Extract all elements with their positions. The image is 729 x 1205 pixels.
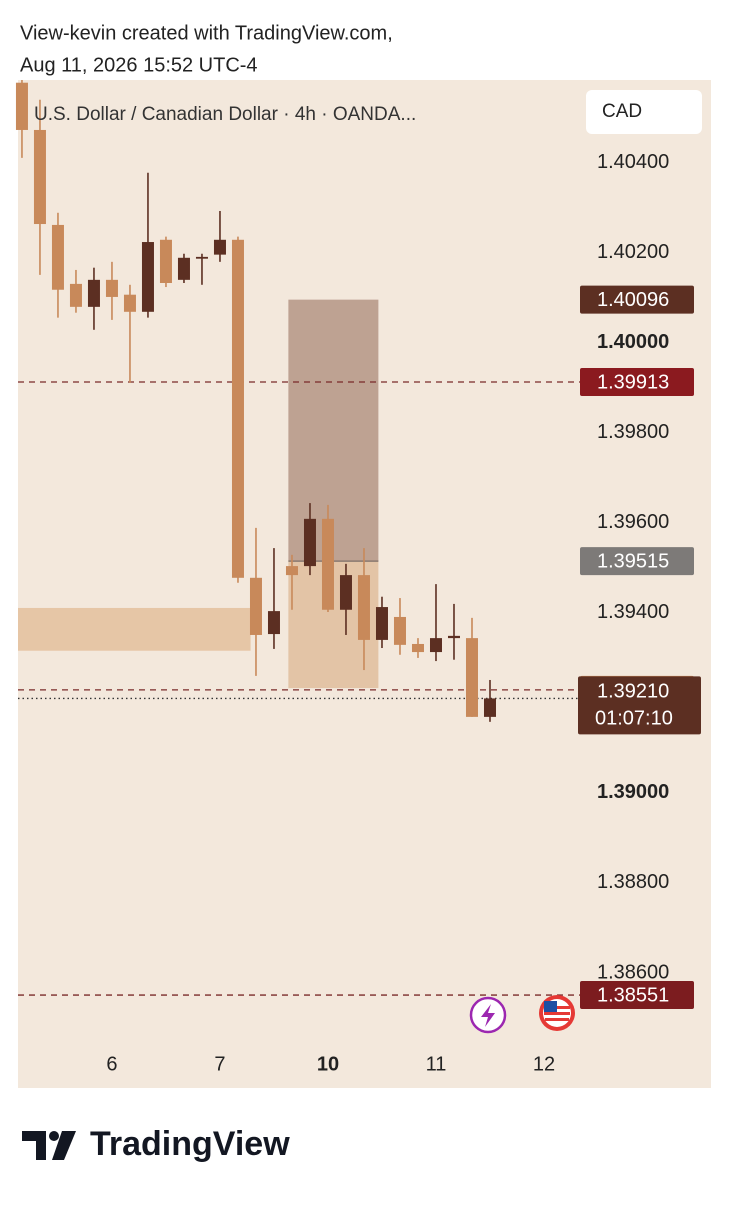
y-tick-label: 1.39000 — [597, 781, 669, 803]
candle-body — [33, 129, 46, 225]
price-tag-label: 1.40096 — [597, 289, 669, 311]
candle-body — [375, 607, 388, 640]
candle-body — [231, 239, 244, 578]
y-tick-label: 1.39600 — [597, 511, 669, 533]
x-tick-label: 11 — [426, 1053, 447, 1075]
candle-body — [321, 518, 334, 610]
y-tick-label: 1.39800 — [597, 421, 669, 443]
price-tag — [580, 547, 694, 576]
candle-body — [447, 635, 460, 639]
candle-body — [195, 256, 208, 259]
countdown: 01:07:10 — [595, 708, 673, 730]
price-tag — [578, 676, 701, 735]
candle-body — [141, 242, 154, 312]
candle-body — [411, 643, 424, 653]
candle-body — [465, 638, 478, 717]
currency[interactable]: CAD — [602, 101, 642, 122]
candle-body — [429, 638, 442, 653]
x-tick-label: 7 — [214, 1053, 225, 1075]
x-tick-label: 12 — [533, 1053, 555, 1075]
candle-body — [267, 611, 280, 635]
brand-logo — [22, 1131, 76, 1160]
brand-name: TradingView — [90, 1125, 290, 1163]
candle-body — [249, 577, 262, 635]
candle-body — [177, 257, 190, 280]
candle-body — [213, 239, 226, 255]
y-tick-label: 1.39400 — [597, 601, 669, 623]
x-tick-label: 6 — [106, 1053, 117, 1075]
zone — [18, 607, 251, 651]
candle-body — [87, 279, 100, 307]
price-tag — [580, 368, 694, 397]
candle-body — [357, 575, 370, 640]
candle-body — [393, 616, 406, 645]
y-tick-label: 1.40400 — [597, 151, 669, 173]
currency-button[interactable] — [586, 90, 702, 134]
candle-body — [159, 239, 172, 283]
price-tag-label: 1.39210 — [597, 681, 669, 703]
y-tick-label: 1.40000 — [597, 331, 669, 353]
price-tag — [580, 285, 694, 314]
candle-body — [483, 698, 496, 717]
y-tick-label: 1.40200 — [597, 241, 669, 263]
plot — [15, 80, 580, 996]
us-flag-icon[interactable] — [539, 995, 575, 1031]
symbol-title: U.S. Dollar / Canadian Dollar · 4h · OAN… — [34, 104, 416, 125]
price-tag-label: 1.39913 — [597, 371, 669, 393]
x-tick-label: 10 — [317, 1053, 339, 1075]
candle-body — [303, 518, 316, 567]
price-tag-label: 1.38551 — [597, 984, 669, 1006]
candle-body — [123, 294, 136, 312]
timestamp: Aug 11, 2026 15:52 UTC-4 — [20, 54, 258, 76]
candle-body — [15, 82, 28, 130]
candle-body — [339, 575, 352, 610]
y-tick-label: 1.38800 — [597, 871, 669, 893]
event-icon[interactable] — [469, 996, 507, 1034]
author-line: View-kevin created with TradingView.com, — [20, 22, 393, 44]
position-risk — [288, 299, 379, 562]
candle-body — [69, 283, 82, 307]
price-tag-label: 1.39515 — [597, 550, 669, 572]
candle-body — [51, 224, 64, 290]
candle-body — [285, 566, 298, 576]
y-tick-label: 1.38600 — [597, 961, 669, 983]
price-tag — [580, 981, 694, 1010]
candle-body — [105, 279, 118, 297]
